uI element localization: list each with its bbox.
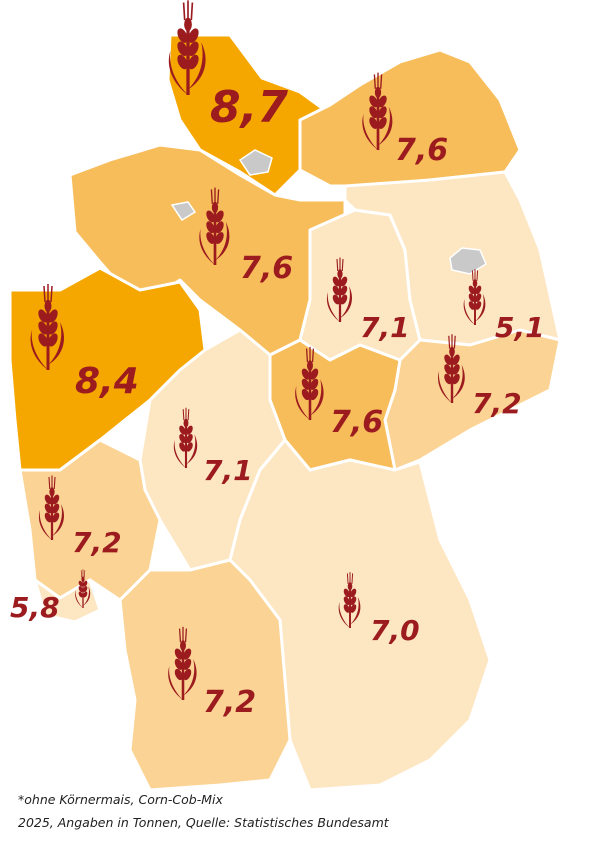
city-state-berlin — [449, 247, 487, 275]
region-value-label: 8,7 — [210, 82, 288, 133]
region-value-label: 7,2 — [72, 526, 122, 559]
footnote-line-2: 2025, Angaben in Tonnen, Quelle: Statist… — [18, 815, 389, 830]
region-value-label: 5,1 — [495, 311, 545, 344]
region-value-label: 7,6 — [330, 405, 383, 440]
region-baden-wuerttemberg — [118, 558, 292, 792]
region-value-label: 7,1 — [360, 311, 410, 344]
city-state-bremen — [170, 201, 197, 222]
region-value-label: 7,1 — [203, 454, 253, 487]
city-state-hamburg — [238, 149, 273, 176]
region-value-label: 5,8 — [10, 591, 60, 624]
region-value-label: 7,0 — [370, 614, 420, 647]
region-value-label: 7,6 — [395, 133, 448, 168]
region-value-label: 7,2 — [472, 387, 522, 420]
region-value-label: 8,4 — [75, 361, 139, 402]
region-mecklenburg-vorpommern — [298, 48, 522, 188]
footnote-line-1: *ohne Körnermais, Corn-Cob-Mix — [18, 792, 223, 807]
region-value-label: 7,2 — [203, 685, 256, 720]
region-value-label: 7,6 — [240, 251, 293, 286]
